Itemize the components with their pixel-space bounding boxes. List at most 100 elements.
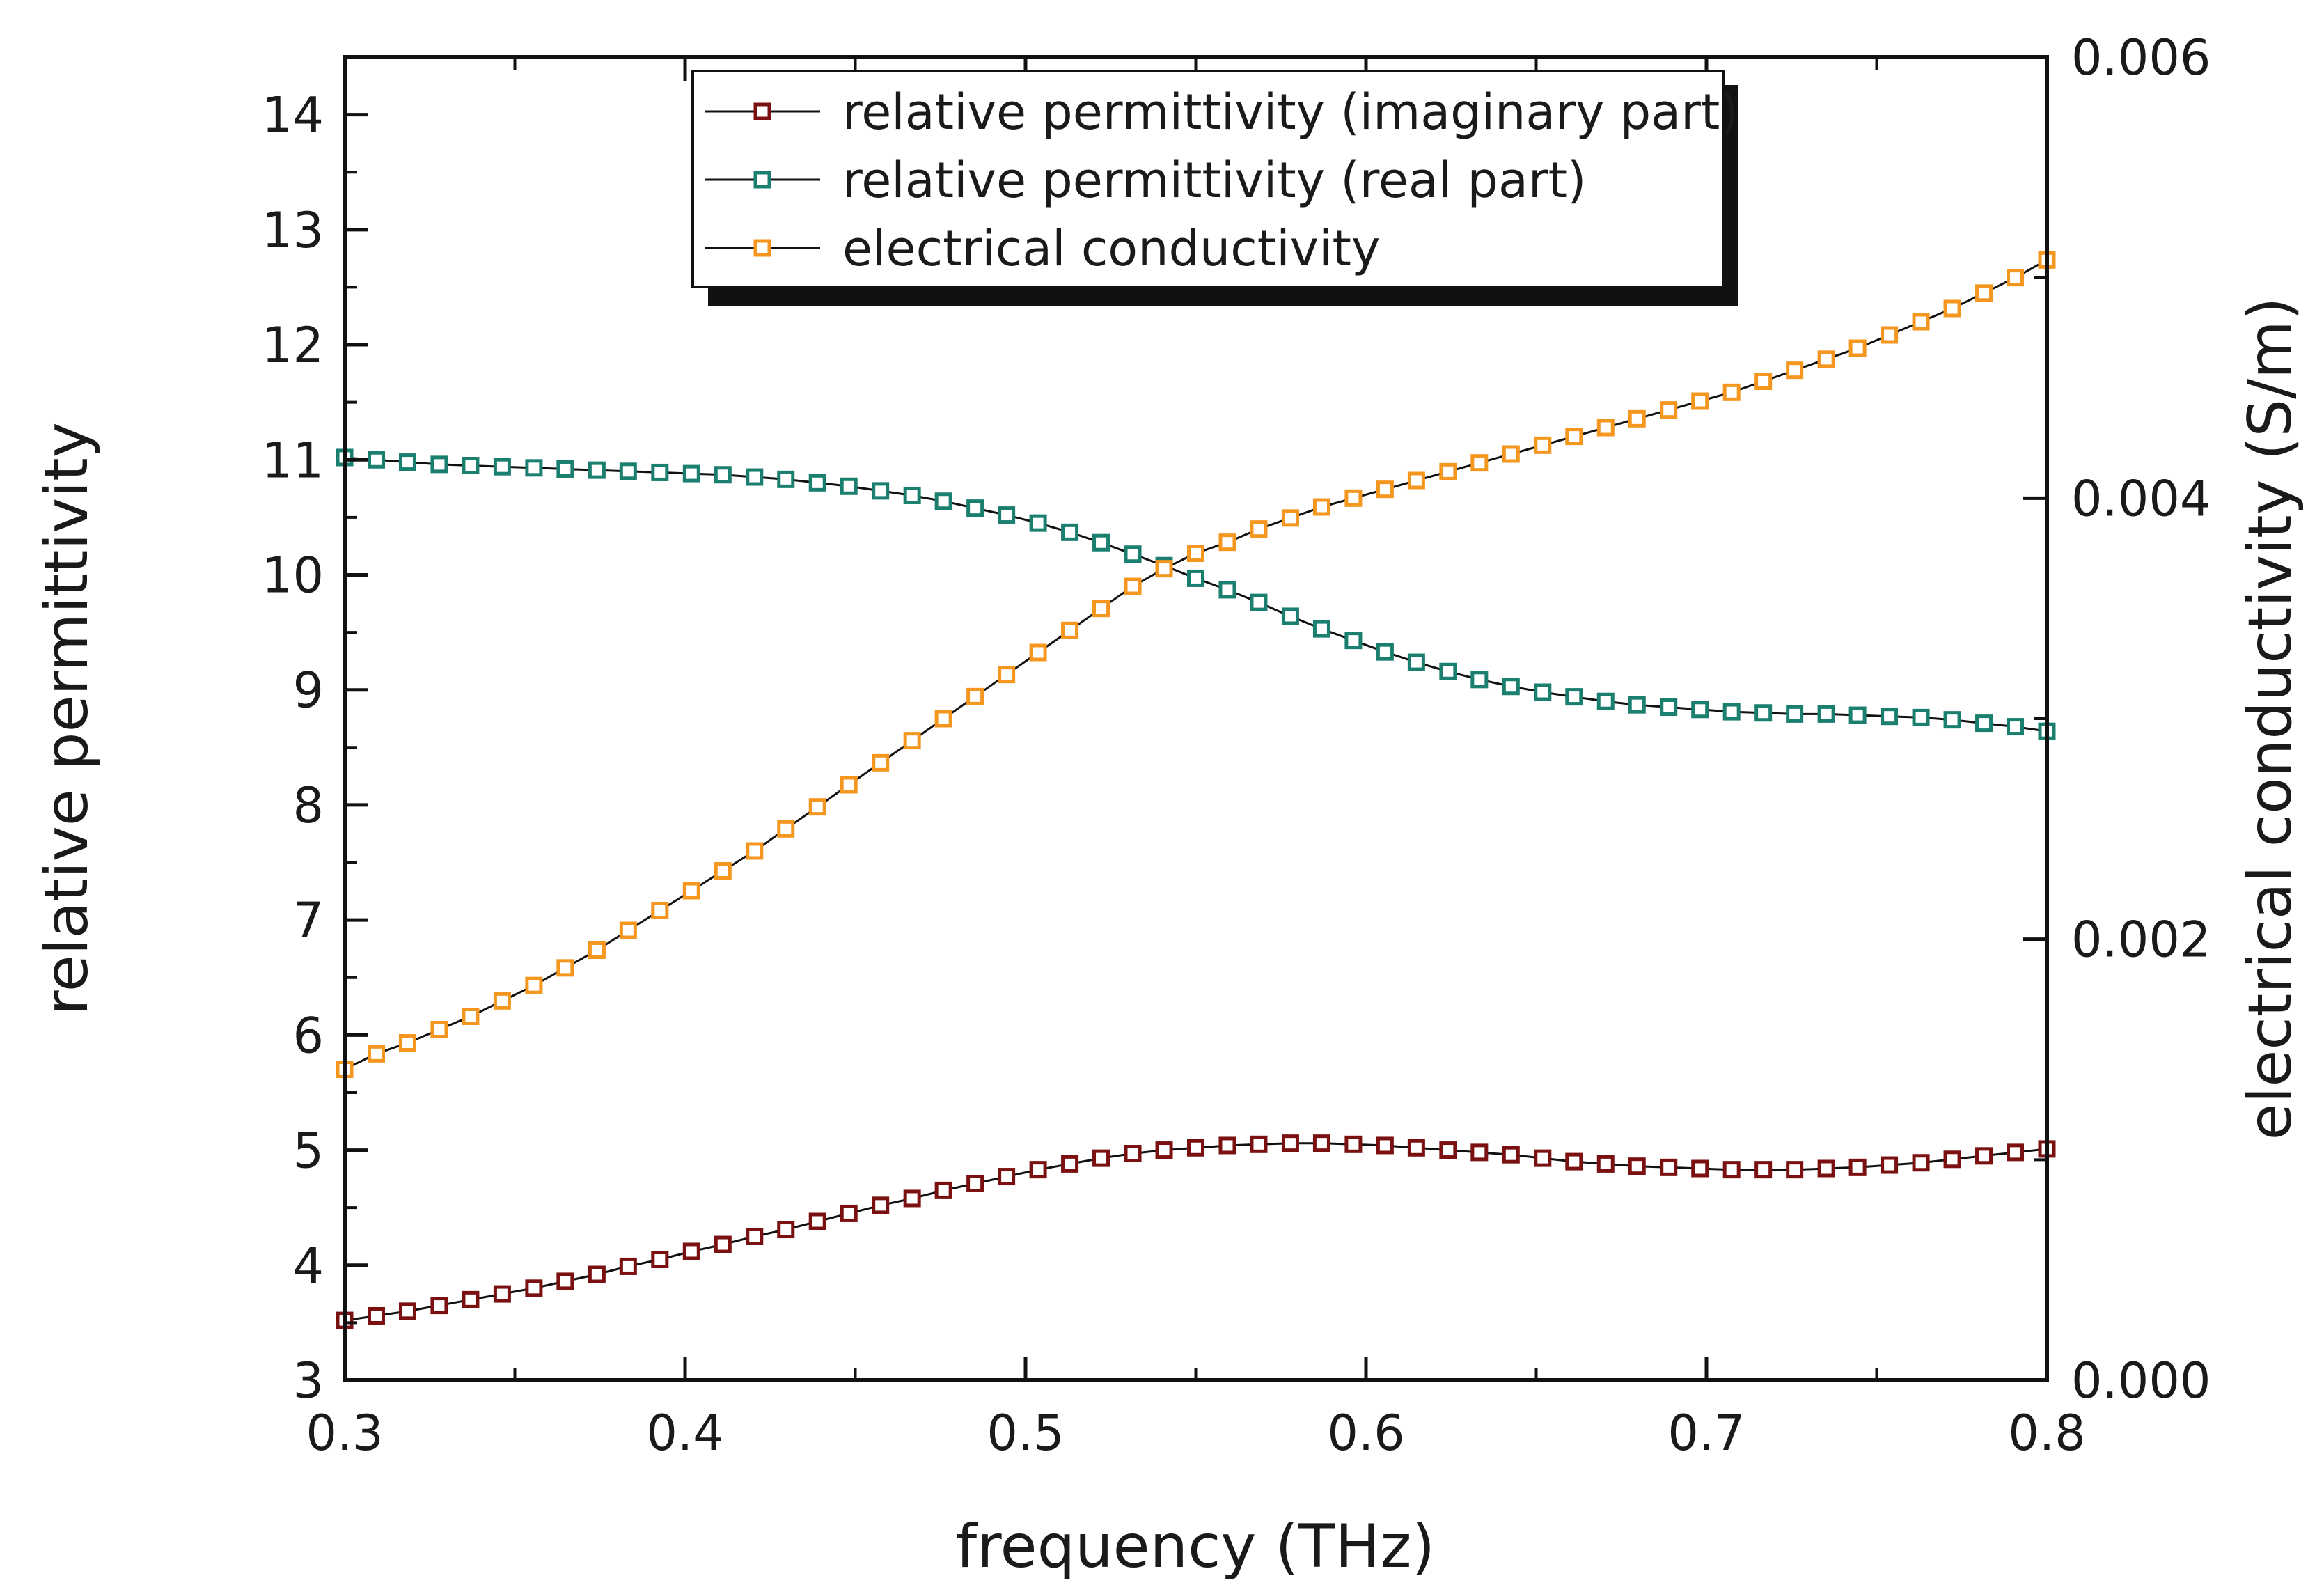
data-point — [1691, 1159, 1709, 1178]
data-point — [1975, 1147, 1993, 1165]
y2-tick-label: 0.006 — [2071, 29, 2211, 86]
data-point — [525, 459, 543, 477]
data-point — [1722, 1161, 1741, 1179]
data-point — [1817, 350, 1835, 368]
data-point — [1817, 1159, 1835, 1178]
data-point — [1754, 704, 1773, 722]
data-point — [903, 1189, 921, 1208]
data-point — [998, 666, 1016, 684]
legend-label: relative permittivity (real part) — [842, 152, 1586, 209]
data-point — [1943, 711, 1961, 729]
data-point — [966, 1174, 984, 1192]
data-point — [966, 687, 984, 705]
data-point — [840, 776, 858, 794]
y-tick-label: 12 — [262, 317, 324, 374]
data-point — [462, 1290, 480, 1308]
data-point — [1534, 1149, 1552, 1167]
data-point — [714, 862, 732, 880]
data-point — [872, 753, 890, 772]
data-point — [682, 464, 700, 483]
legend-box — [691, 70, 1725, 288]
y-tick-label: 5 — [292, 1123, 324, 1180]
data-point — [777, 820, 795, 838]
data-point — [903, 732, 921, 750]
data-point — [1312, 620, 1330, 638]
y-axis-title: relative permittivity — [32, 422, 102, 1015]
data-point — [1155, 1141, 1173, 1159]
data-point — [714, 466, 732, 484]
data-point — [1250, 1135, 1268, 1153]
data-point — [1124, 1145, 1142, 1163]
data-point — [746, 842, 764, 860]
data-point — [1470, 1143, 1489, 1162]
y2-tick-label: 0.004 — [2071, 470, 2211, 527]
data-point — [872, 482, 890, 500]
x-tick-label: 0.3 — [306, 1405, 383, 1462]
y-tick-label: 10 — [262, 547, 324, 604]
legend-label: electrical conductivity — [842, 220, 1380, 277]
data-point — [1124, 545, 1142, 563]
data-point — [808, 1212, 826, 1230]
data-point — [872, 1196, 890, 1214]
data-point — [1218, 1136, 1236, 1155]
data-point — [1754, 1161, 1773, 1179]
series-relative-permittivity-imaginary-part — [336, 1134, 2056, 1329]
data-point — [1439, 662, 1457, 680]
data-point — [1786, 705, 1804, 723]
data-point — [493, 458, 511, 476]
data-point — [1029, 1161, 1047, 1179]
data-point — [1439, 1141, 1457, 1159]
data-point — [1344, 632, 1363, 650]
data-point — [1407, 471, 1425, 490]
data-point — [998, 1168, 1016, 1186]
data-point — [1881, 326, 1899, 344]
data-point — [1691, 701, 1709, 719]
data-point — [966, 499, 984, 517]
data-point — [1092, 1149, 1110, 1167]
data-point — [651, 463, 669, 481]
data-point — [588, 941, 606, 959]
data-point — [903, 486, 921, 504]
series-electrical-conductivity — [336, 251, 2056, 1078]
data-point — [493, 992, 511, 1010]
data-point — [1470, 671, 1489, 689]
data-point — [1218, 533, 1236, 552]
series-layer — [336, 251, 2056, 1329]
data-point — [1250, 520, 1268, 538]
data-point — [398, 1302, 416, 1320]
data-point — [1281, 1134, 1299, 1152]
data-point — [1061, 1155, 1079, 1173]
data-point — [1155, 560, 1173, 578]
data-point — [1470, 454, 1489, 472]
data-point — [1596, 419, 1615, 437]
data-point — [1187, 545, 1204, 562]
data-point — [934, 1181, 952, 1199]
data-point — [1502, 678, 1520, 696]
data-point — [1975, 284, 1993, 302]
y-tick-label: 9 — [292, 662, 324, 719]
data-point — [619, 921, 637, 939]
data-point — [367, 451, 385, 469]
data-point — [1565, 428, 1583, 446]
data-point — [398, 1034, 416, 1052]
series-relative-permittivity-real-part — [336, 448, 2056, 740]
data-point — [746, 468, 764, 486]
data-point — [1029, 643, 1047, 662]
data-point — [682, 1242, 700, 1260]
data-point — [934, 710, 952, 728]
data-point — [462, 1008, 480, 1025]
data-point — [1565, 1152, 1583, 1171]
data-point — [1376, 643, 1394, 661]
data-point — [430, 1021, 448, 1038]
data-point — [1881, 708, 1899, 726]
y-tick-label: 14 — [262, 87, 324, 144]
data-point — [1596, 692, 1615, 710]
data-point — [1881, 1156, 1899, 1174]
data-point — [1534, 436, 1552, 454]
data-point — [1092, 533, 1110, 552]
data-point — [777, 470, 795, 488]
data-point — [556, 460, 574, 478]
legend-item-relative-permittivity-real-part: relative permittivity (real part) — [705, 152, 1586, 209]
data-point — [1848, 706, 1867, 724]
x-tick-label: 0.7 — [1667, 1405, 1745, 1462]
